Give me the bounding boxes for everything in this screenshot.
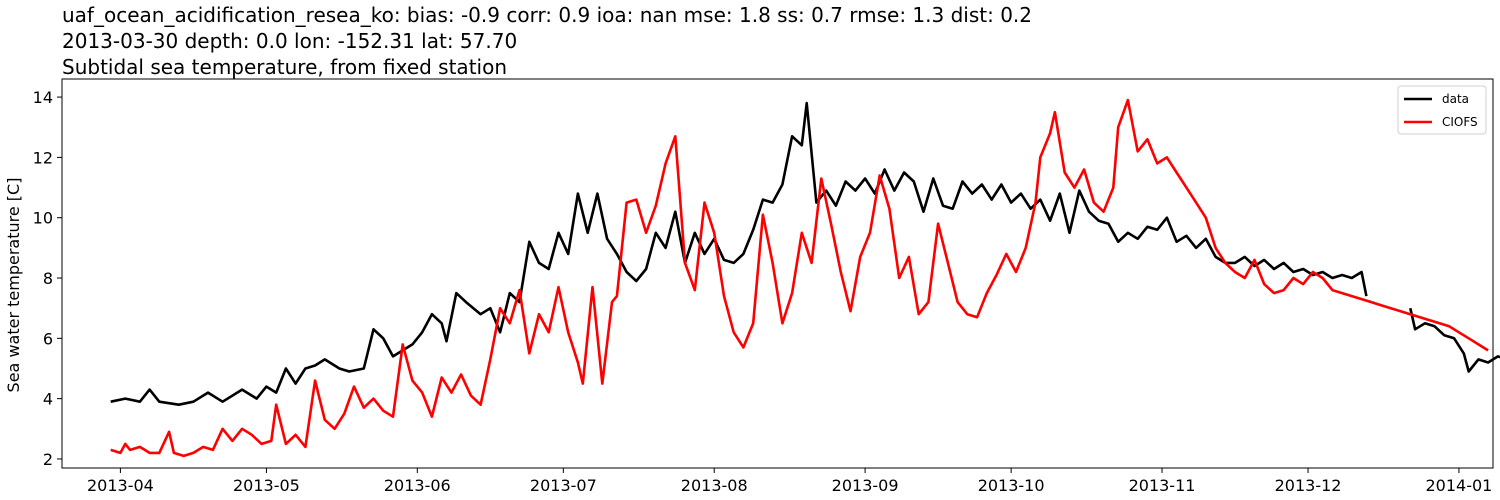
chart-title-line-2: 2013-03-30 depth: 0.0 lon: -152.31 lat: … [62, 29, 517, 53]
chart-title-line-3: Subtidal sea temperature, from fixed sta… [62, 55, 507, 79]
x-tick-label: 2013-07 [530, 476, 597, 495]
y-tick-label: 8 [43, 269, 53, 288]
series-line-ciofs-0 [110, 98, 1489, 458]
legend-label-ciofs: CIOFS [1442, 115, 1478, 129]
y-axis-label: Sea water temperature [C] [4, 178, 23, 393]
plot-area: 2013-04 2013-05 2013-06 2013-07 2013-08 2013-… [33, 78, 1500, 495]
x-tick-label: 2014-01 [1425, 476, 1492, 495]
plot-frame [61, 78, 1494, 469]
x-tick-label: 2013-08 [681, 476, 748, 495]
chart-title-line-1: uaf_ocean_acidification_resea_ko: bias: … [62, 3, 1032, 27]
x-tick-label: 2013-10 [978, 476, 1045, 495]
x-tick-label: 2013-12 [1275, 476, 1342, 495]
y-tick-label: 2 [43, 450, 53, 469]
legend: data CIOFS [1397, 85, 1487, 135]
x-tick-label: 2013-06 [384, 476, 451, 495]
y-tick-label: 10 [33, 209, 53, 228]
x-tick-label: 2013-09 [832, 476, 899, 495]
legend-label-data: data [1442, 92, 1469, 106]
y-tick-label: 14 [33, 88, 53, 107]
x-tick-label: 2013-11 [1129, 476, 1196, 495]
series-line-data-0 [110, 101, 1368, 406]
x-tick-label: 2013-04 [87, 476, 154, 495]
y-tick-label: 12 [33, 148, 53, 167]
y-tick-label: 4 [43, 390, 53, 409]
y-tick-label: 6 [43, 329, 53, 348]
x-tick-label: 2013-05 [233, 476, 300, 495]
series-line-data-1 [1409, 307, 1500, 373]
